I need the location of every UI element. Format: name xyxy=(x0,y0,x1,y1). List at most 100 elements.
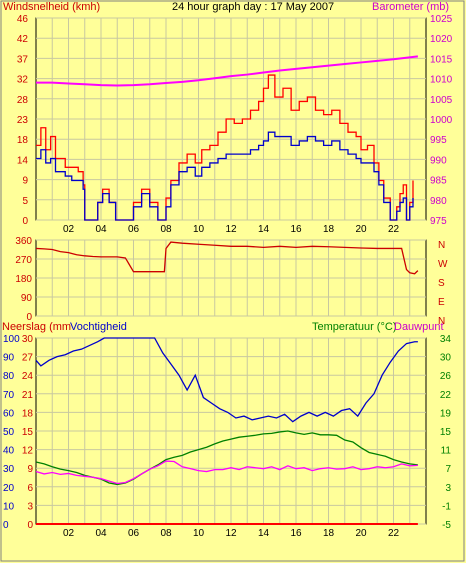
wind-tick-label: 37 xyxy=(17,54,29,65)
x-tick-label: 10 xyxy=(193,528,205,539)
x-tick-label: 16 xyxy=(290,224,302,235)
temp-gridlines xyxy=(36,337,426,525)
chart-title: 24 hour graph day : 17 May 2007 xyxy=(172,1,334,13)
compass-tick-label: S xyxy=(438,278,445,289)
x-tick-label: 16 xyxy=(290,528,302,539)
x-tick-label: 04 xyxy=(95,224,107,235)
humidity-tick-label: 90 xyxy=(3,353,15,364)
wind-tick-label: 46 xyxy=(17,14,29,25)
humidity-tick-label: 20 xyxy=(3,483,15,494)
x-tick-label: 22 xyxy=(388,528,400,539)
x-tick-label: 04 xyxy=(95,528,107,539)
x-tick-label: 06 xyxy=(128,528,140,539)
humidity-tick-label: 30 xyxy=(3,464,15,475)
direction-tick-label: 180 xyxy=(15,274,32,285)
rain-tick-label: 6 xyxy=(27,483,33,494)
barometer-tick-label: 980 xyxy=(430,196,447,207)
temperature-tick-label: 11 xyxy=(441,446,452,457)
x-tick-label: 20 xyxy=(355,224,367,235)
rain-tick-label: 12 xyxy=(22,446,34,457)
wind-line xyxy=(36,131,414,221)
x-tick-label: 14 xyxy=(258,224,270,235)
wind-x-ticks: 02 04 06 08 10 12 14 16 18 20 22 xyxy=(63,224,400,235)
direction-y-ticks: 0 90 180 270 360 xyxy=(15,236,32,323)
x-tick-label: 02 xyxy=(63,224,75,235)
dewpoint-axis-label: Dauwpunt xyxy=(394,321,444,333)
direction-tick-label: 90 xyxy=(21,293,33,304)
temp-series xyxy=(35,337,418,525)
barometer-tick-label: 1000 xyxy=(430,115,453,126)
x-tick-label: 18 xyxy=(323,528,335,539)
barometer-axis-label: Barometer (mb) xyxy=(372,1,449,13)
wind-tick-label: 14 xyxy=(17,155,29,166)
humidity-tick-label: 0 xyxy=(3,520,9,531)
barometer-tick-label: 1010 xyxy=(430,75,453,86)
wind-tick-label: 32 xyxy=(17,75,29,86)
barometer-tick-label: 985 xyxy=(430,176,447,187)
temperature-tick-label: -1 xyxy=(442,501,451,512)
direction-tick-label: 0 xyxy=(26,312,32,323)
direction-tick-label: 360 xyxy=(15,236,32,247)
rain-tick-label: 21 xyxy=(22,390,34,401)
barometer-tick-label: 975 xyxy=(430,216,447,227)
barometer-tick-label: 990 xyxy=(430,155,447,166)
x-tick-label: 08 xyxy=(160,224,172,235)
humidity-tick-label: 10 xyxy=(3,501,15,512)
temperature-tick-label: 15 xyxy=(440,427,452,438)
humidity-y-ticks: 0 10 20 30 40 50 60 70 80 90 100 xyxy=(3,334,20,531)
barometer-tick-label: 1005 xyxy=(430,95,453,106)
compass-tick-label: N xyxy=(438,240,445,251)
x-tick-label: 14 xyxy=(258,528,270,539)
humidity-axis-label: Vochtigheid xyxy=(70,321,127,333)
direction-tick-label: 270 xyxy=(15,255,32,266)
temperature-tick-label: -5 xyxy=(442,520,451,531)
direction-series xyxy=(35,241,419,275)
wind-series xyxy=(36,55,418,221)
humidity-tick-label: 50 xyxy=(3,427,15,438)
rain-tick-label: 30 xyxy=(22,334,34,345)
barometer-y-ticks: 975 980 985 990 995 1000 1005 1010 1015 1020 1025 xyxy=(430,14,453,227)
barometer-line xyxy=(36,55,418,87)
x-tick-label: 06 xyxy=(128,224,140,235)
humidity-tick-label: 80 xyxy=(3,371,15,382)
temperature-tick-label: 34 xyxy=(440,334,452,345)
temperature-y-ticks: -5 -1 3 7 11 15 19 22 26 30 34 xyxy=(440,334,452,531)
rain-tick-label: 27 xyxy=(22,353,34,364)
rain-y-ticks: 0 3 6 9 12 15 18 21 24 27 30 xyxy=(22,334,34,531)
temperature-tick-label: 26 xyxy=(440,371,452,382)
rain-tick-label: 18 xyxy=(22,408,34,419)
x-tick-label: 12 xyxy=(225,528,237,539)
humidity-tick-label: 40 xyxy=(3,446,15,457)
x-tick-label: 08 xyxy=(160,528,172,539)
barometer-tick-label: 995 xyxy=(430,135,447,146)
direction-line xyxy=(35,241,419,275)
wind-tick-label: 18 xyxy=(17,135,29,146)
x-tick-label: 02 xyxy=(63,528,75,539)
x-tick-label: 20 xyxy=(355,528,367,539)
compass-tick-label: W xyxy=(438,259,448,270)
wind-tick-label: 9 xyxy=(22,176,28,187)
barometer-tick-label: 1015 xyxy=(430,54,453,65)
humidity-line xyxy=(35,337,418,423)
x-tick-label: 10 xyxy=(193,224,205,235)
temperature-tick-label: 3 xyxy=(445,483,451,494)
rain-tick-label: 3 xyxy=(27,501,33,512)
temperature-tick-label: 7 xyxy=(445,464,451,475)
x-tick-label: 12 xyxy=(225,224,237,235)
humidity-tick-label: 70 xyxy=(3,390,15,401)
compass-tick-label: N xyxy=(438,316,445,327)
barometer-tick-label: 1025 xyxy=(430,14,453,25)
humidity-tick-label: 100 xyxy=(3,334,20,345)
temp-x-ticks: 02 04 06 08 10 12 14 16 18 20 22 xyxy=(63,528,400,539)
rain-tick-label: 15 xyxy=(22,427,34,438)
temperature-tick-label: 30 xyxy=(440,353,452,364)
x-tick-label: 18 xyxy=(323,224,335,235)
barometer-tick-label: 1020 xyxy=(430,34,453,45)
rain-axis-label: Neerslag (mm xyxy=(2,321,71,333)
dewpoint-line xyxy=(35,460,418,485)
wind-tick-label: 5 xyxy=(22,196,28,207)
wind-axis-label: Windsnelheid (kmh) xyxy=(3,1,100,13)
